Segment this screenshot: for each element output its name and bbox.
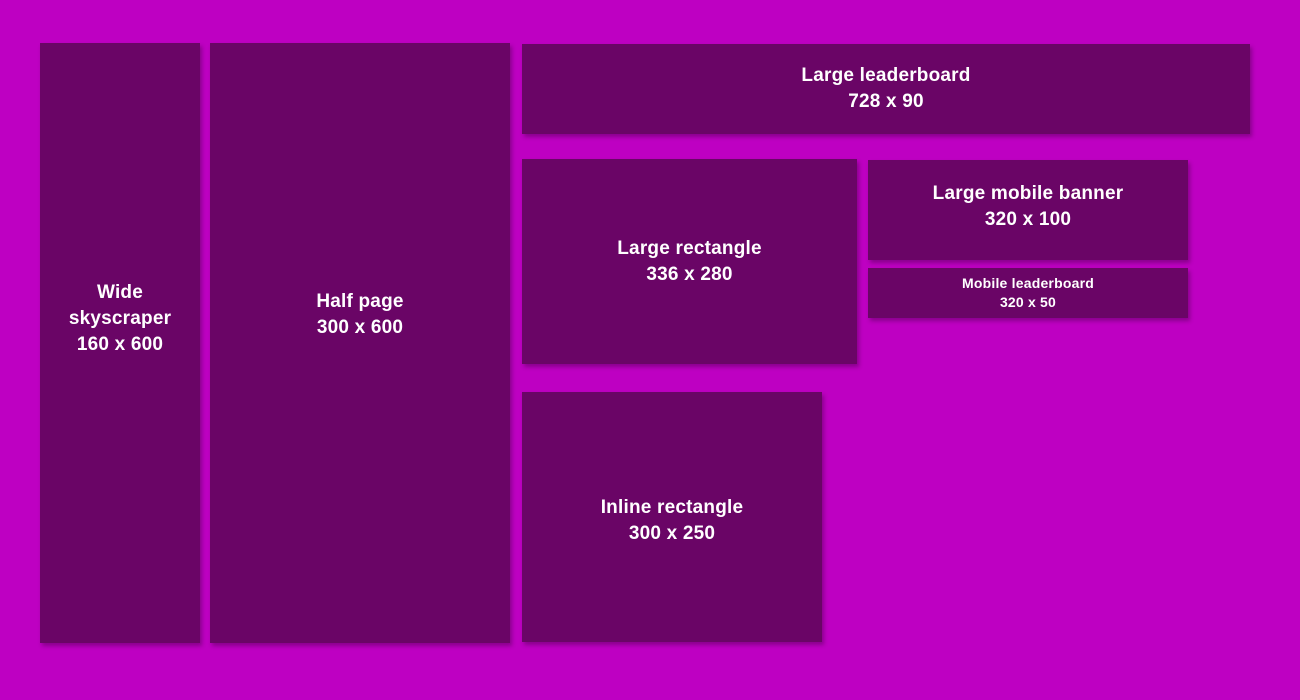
ad-label: Mobile leaderboard 320 x 50 <box>962 274 1094 312</box>
ad-name: Inline rectangle <box>600 497 744 518</box>
ad-label: Half page 300 x 600 <box>316 289 403 341</box>
ad-name: Large mobile banner <box>932 183 1124 204</box>
ad-box-wide-skyscraper: Wide skyscraper 160 x 600 <box>40 43 200 643</box>
ad-dimensions: 336 x 280 <box>646 263 733 285</box>
ad-label: Large mobile banner 320 x 100 <box>933 181 1124 233</box>
ad-box-large-mobile-banner: Large mobile banner 320 x 100 <box>868 160 1188 260</box>
ad-label: Large leaderboard 728 x 90 <box>801 63 970 115</box>
ad-label: Wide skyscraper 160 x 600 <box>40 280 200 358</box>
ad-dimensions: 300 x 600 <box>316 317 404 338</box>
ad-dimensions: 300 x 250 <box>628 523 716 544</box>
ad-box-mobile-leaderboard: Mobile leaderboard 320 x 50 <box>868 268 1188 318</box>
ad-label: Large rectangle 336 x 280 <box>617 236 762 288</box>
ad-box-large-leaderboard: Large leaderboard 728 x 90 <box>522 44 1250 134</box>
ad-box-large-rectangle: Large rectangle 336 x 280 <box>522 159 857 364</box>
ad-box-inline-rectangle: Inline rectangle 300 x 250 <box>522 392 822 642</box>
ad-dimensions: 728 x 90 <box>848 91 924 112</box>
ad-dimensions: 160 x 600 <box>76 334 164 355</box>
ad-name: Wide skyscraper <box>68 282 172 329</box>
ad-dimensions: 320 x 50 <box>999 294 1057 310</box>
ad-label: Inline rectangle 300 x 250 <box>601 495 744 547</box>
ad-name: Large leaderboard <box>801 65 971 86</box>
ad-name: Large rectangle <box>617 237 762 259</box>
ad-box-half-page: Half page 300 x 600 <box>210 43 510 643</box>
ad-dimensions: 320 x 100 <box>984 209 1072 230</box>
ad-name: Mobile leaderboard <box>962 275 1094 291</box>
ad-name: Half page <box>316 291 404 312</box>
